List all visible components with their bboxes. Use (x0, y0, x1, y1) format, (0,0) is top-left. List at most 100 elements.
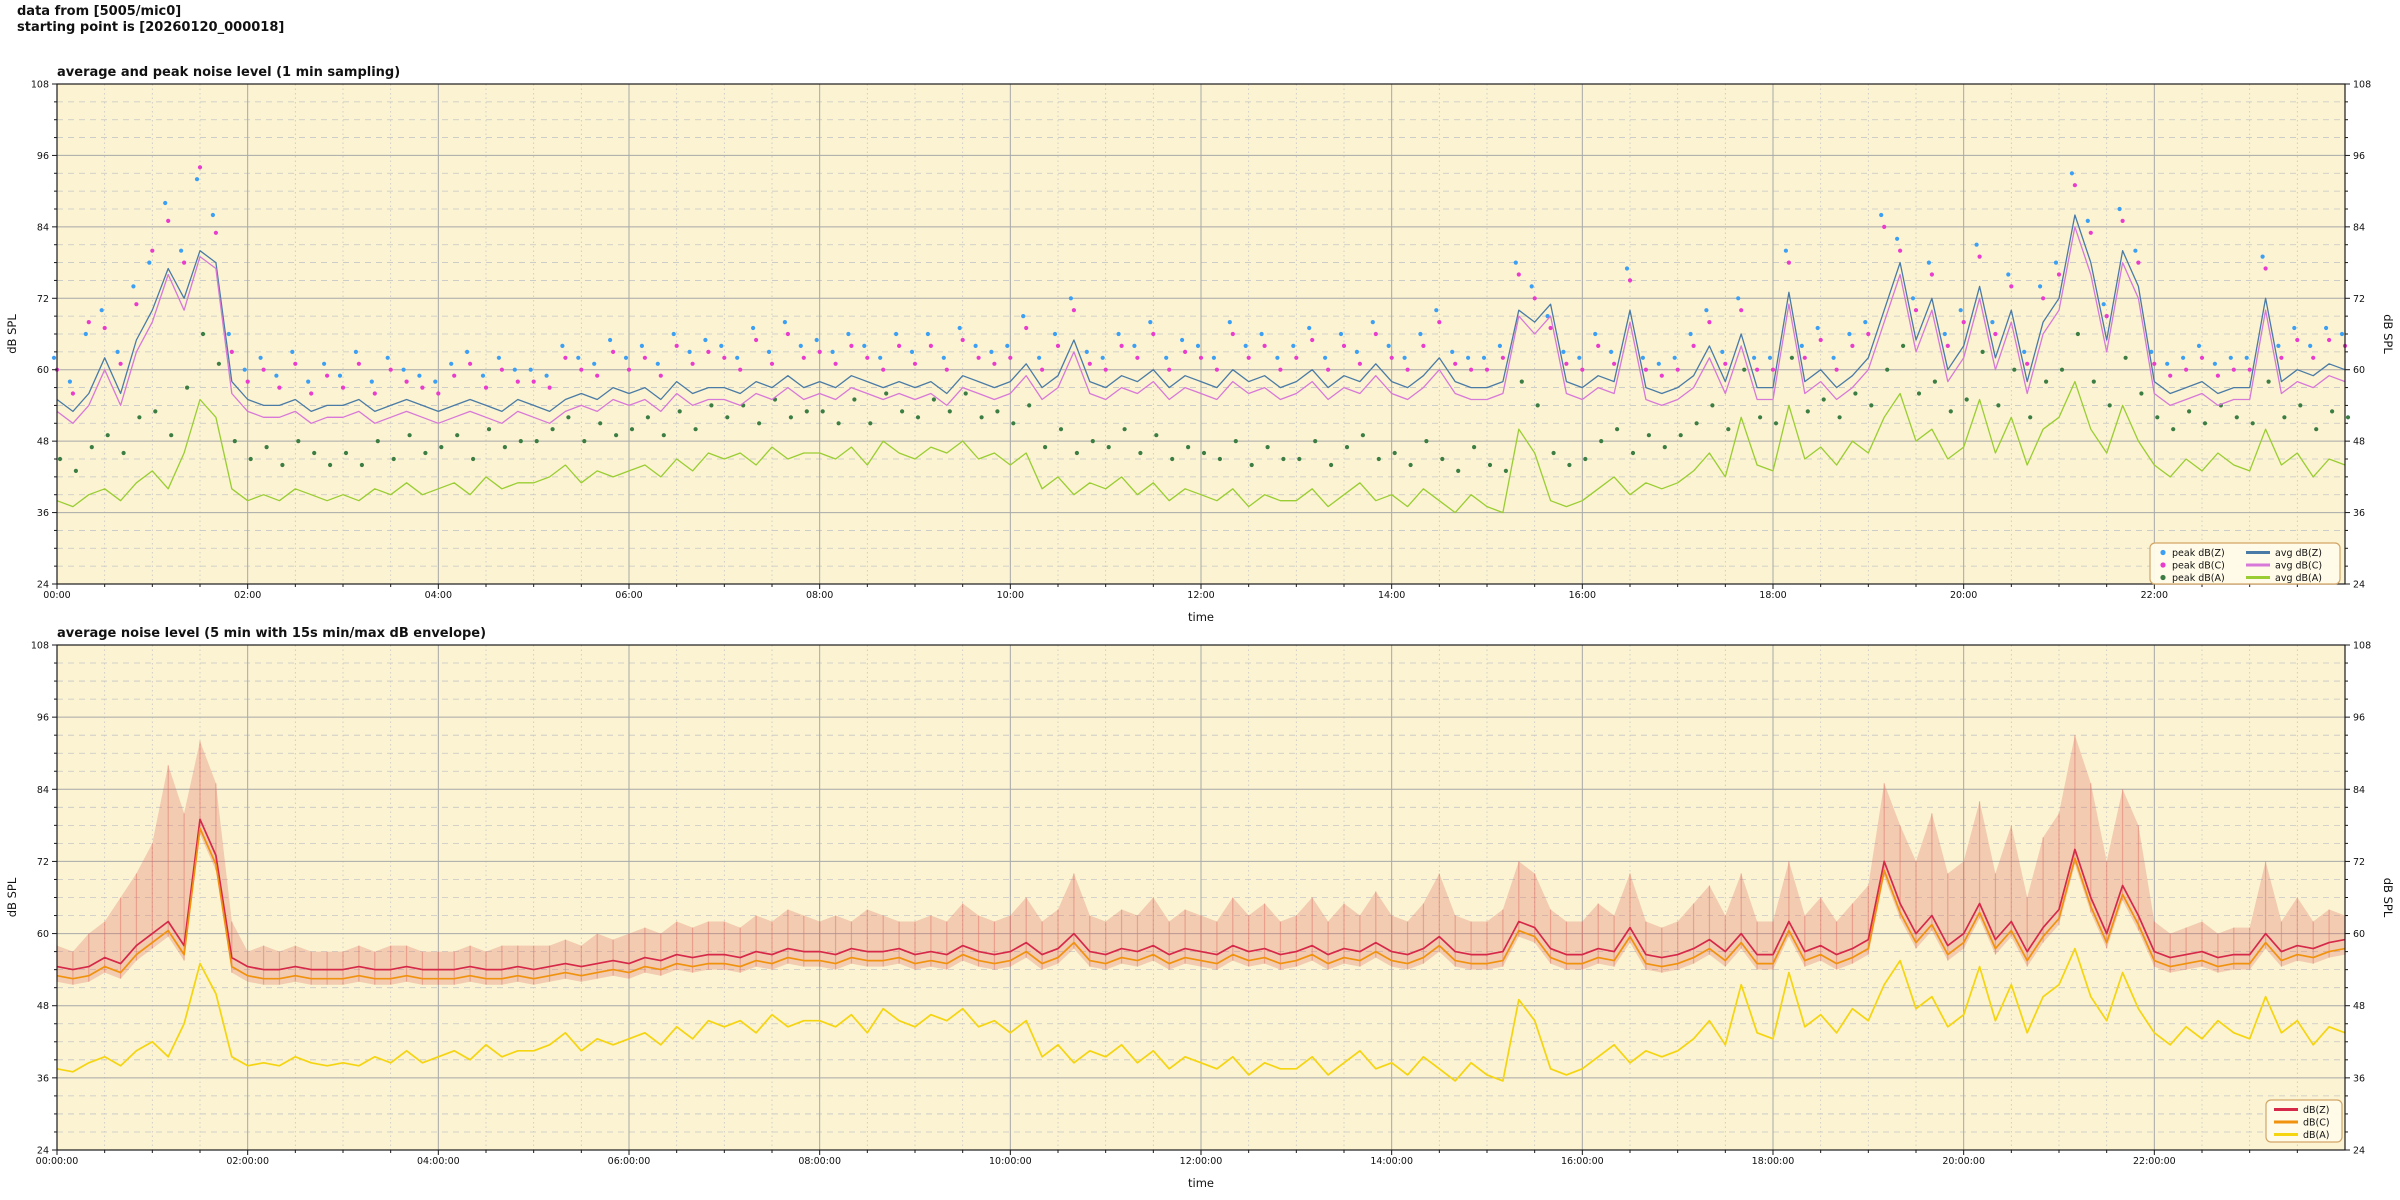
xtick-label: 12:00 (1187, 590, 1214, 601)
y-axis-label-right: dB SPL (2381, 878, 2395, 918)
line-avg-db-z- (56, 214, 2346, 413)
xtick-label: 18:00 (1759, 590, 1786, 601)
tick-labels: 24 24 36 36 48 48 60 60 72 72 84 84 96 96 108 108 00:00:… (31, 641, 2371, 1168)
ytick-label-left: 36 (37, 508, 49, 519)
y-axis-label-right: dB SPL (2381, 314, 2395, 354)
xtick-label: 22:00:00 (2133, 1156, 2176, 1167)
ytick-label-right: 84 (2353, 785, 2365, 796)
ytick-label-left: 60 (37, 365, 49, 376)
header-line-2: starting point is [20260120_000018] (17, 20, 285, 35)
xtick-label: 04:00 (425, 590, 452, 601)
legend-label: peak dB(Z) (2172, 548, 2225, 559)
ytick-label-right: 48 (2353, 437, 2365, 448)
chart-title: average and peak noise level (1 min samp… (57, 65, 400, 80)
ytick-label-left: 84 (37, 222, 49, 233)
xtick-label: 08:00:00 (798, 1156, 841, 1167)
ytick-label-right: 72 (2353, 294, 2365, 305)
ytick-label-right: 96 (2353, 151, 2365, 162)
legend-label: avg dB(A) (2275, 573, 2322, 584)
legend-swatch-dot (2160, 574, 2166, 581)
ytick-label-left: 108 (31, 641, 49, 652)
line-db-c- (56, 827, 2346, 980)
ytick-label-left: 96 (37, 151, 49, 162)
scatter-peak-db-a- (57, 331, 2351, 473)
xtick-label: 16:00 (1569, 590, 1596, 601)
ytick-label-left: 24 (37, 1146, 49, 1157)
ytick-label-left: 48 (37, 1001, 49, 1012)
ytick-label-left: 72 (37, 294, 49, 305)
legend-swatch-dot (2160, 562, 2166, 568)
ytick-label-right: 72 (2353, 857, 2365, 868)
grid-major (57, 645, 2345, 1150)
line-db-z- (56, 818, 2346, 971)
ytick-label-left: 72 (37, 857, 49, 868)
xtick-label: 12:00:00 (1180, 1156, 1223, 1167)
legend-label: avg dB(C) (2275, 560, 2322, 571)
top-chart: 24 24 36 36 48 48 60 60 72 72 84 84 96 96 108 108 00:00 0… (5, 65, 2395, 624)
xtick-label: 02:00:00 (226, 1156, 269, 1167)
line-avg-db-c- (56, 226, 2346, 424)
chart-title: average noise level (5 min with 15s min/… (57, 626, 486, 641)
ytick-label-left: 36 (37, 1073, 49, 1084)
xtick-label: 04:00:00 (417, 1156, 460, 1167)
ytick-label-right: 108 (2353, 641, 2371, 652)
ytick-label-right: 36 (2353, 1073, 2365, 1084)
xtick-label: 22:00 (2141, 590, 2168, 601)
minmax-envelope (57, 735, 2345, 985)
legend-label: dB(A) (2303, 1130, 2329, 1141)
legend-swatch-dot (2160, 549, 2166, 556)
xtick-label: 06:00 (615, 590, 642, 601)
line-avg-db-a- (56, 380, 2346, 514)
grid-major (57, 84, 2345, 584)
ytick-label-right: 60 (2353, 929, 2365, 940)
ytick-label-left: 48 (37, 437, 49, 448)
ytick-label-right: 36 (2353, 508, 2365, 519)
ytick-label-left: 24 (37, 580, 49, 591)
legend: dB(Z)dB(C) dB(A) (2265, 1099, 2343, 1143)
legend-label: peak dB(C) (2172, 560, 2225, 571)
x-axis-label: time (1188, 1176, 1214, 1190)
xtick-label: 10:00:00 (989, 1156, 1032, 1167)
figure-header: data from [5005/mic0] starting point is … (17, 4, 284, 36)
ytick-label-right: 84 (2353, 222, 2365, 233)
xtick-label: 14:00:00 (1370, 1156, 1413, 1167)
ytick-label-right: 60 (2353, 365, 2365, 376)
xtick-label: 02:00 (234, 590, 261, 601)
legend-label: dB(Z) (2303, 1105, 2329, 1116)
ytick-label-right: 108 (2353, 80, 2371, 91)
xtick-label: 20:00:00 (1942, 1156, 1985, 1167)
axis-ticks (52, 83, 2350, 589)
bottom-chart: 24 24 36 36 48 48 60 60 72 72 84 84 96 96 108 108 00:00:… (5, 626, 2395, 1190)
ytick-label-right: 24 (2353, 1146, 2365, 1157)
xtick-label: 08:00 (806, 590, 833, 601)
xtick-label: 14:00 (1378, 590, 1405, 601)
ytick-label-left: 96 (37, 713, 49, 724)
y-axis-label-left: dB SPL (5, 877, 19, 917)
xtick-label: 18:00:00 (1752, 1156, 1795, 1167)
tick-labels: 24 24 36 36 48 48 60 60 72 72 84 84 96 96 108 108 00:00 0… (31, 80, 2371, 602)
ytick-label-right: 48 (2353, 1001, 2365, 1012)
x-axis-label: time (1188, 610, 1214, 624)
xtick-label: 00:00 (43, 590, 70, 601)
scatter-peak-db-z- (51, 171, 2345, 384)
ytick-label-right: 24 (2353, 580, 2365, 591)
ytick-label-left: 108 (31, 80, 49, 91)
ytick-label-right: 96 (2353, 713, 2365, 724)
y-axis-label-left: dB SPL (5, 314, 19, 354)
xtick-label: 10:00 (997, 590, 1024, 601)
xtick-label: 20:00 (1950, 590, 1977, 601)
xtick-label: 16:00:00 (1561, 1156, 1604, 1167)
legend-label: avg dB(Z) (2275, 548, 2322, 559)
ytick-label-left: 84 (37, 785, 49, 796)
line-db-a- (56, 947, 2346, 1082)
header-line-1: data from [5005/mic0] (17, 4, 182, 19)
xtick-label: 00:00:00 (36, 1156, 79, 1167)
legend-label: peak dB(A) (2172, 573, 2225, 584)
legend-label: dB(C) (2303, 1117, 2330, 1128)
scatter-peak-db-c- (54, 165, 2348, 396)
xtick-label: 06:00:00 (608, 1156, 651, 1167)
legend: peak dB(Z)peak dB(C)peak dB(A)avg dB(Z)a… (2149, 542, 2341, 585)
axis-ticks (52, 644, 2350, 1155)
ytick-label-left: 60 (37, 929, 49, 940)
legend-box (2149, 542, 2341, 585)
